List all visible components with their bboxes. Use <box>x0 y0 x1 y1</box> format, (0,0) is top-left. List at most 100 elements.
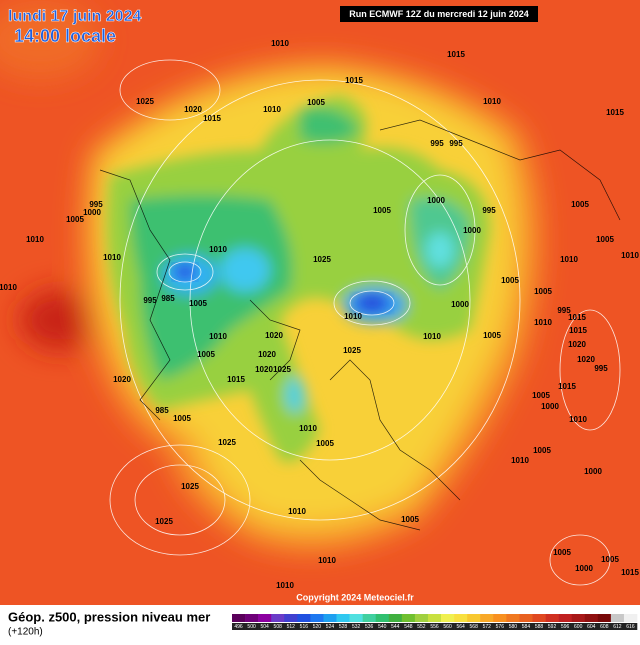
isobar-label: 1005 <box>533 446 551 455</box>
label-box <box>506 623 520 630</box>
label-box <box>610 623 625 630</box>
label-box <box>427 623 442 630</box>
color-swatch <box>401 614 416 622</box>
color-swatch <box>362 614 377 622</box>
isobar-label: 1005 <box>534 287 552 296</box>
isobar-label: 1010 <box>209 332 227 341</box>
scale-label: 596 <box>561 624 570 630</box>
isobar-label: 1010 <box>26 235 44 244</box>
scale-label: 592 <box>548 624 557 630</box>
label-box <box>493 623 507 630</box>
isobar-label: 1010 <box>271 39 289 48</box>
label-box <box>532 623 546 630</box>
footer-lead: (+120h) <box>8 627 43 638</box>
isobar-label: 1005 <box>373 206 391 215</box>
isobar-label: 1010 <box>560 255 578 264</box>
scale-label: 600 <box>574 624 583 630</box>
label-box <box>480 623 494 630</box>
label-box <box>362 623 377 630</box>
scale-label: 552 <box>417 624 426 630</box>
label-box <box>297 623 311 630</box>
isobar-label: 1025 <box>155 517 173 526</box>
isobar-label: 1020 <box>568 340 586 349</box>
scale-label: 556 <box>430 624 439 630</box>
isobar-label: 1000 <box>541 402 559 411</box>
scale-label: 608 <box>600 624 609 630</box>
scale-label: 496 <box>234 624 243 630</box>
scale-label: 564 <box>456 624 465 630</box>
label-box <box>245 623 259 630</box>
isobar-label: 995 <box>430 139 444 148</box>
color-swatch <box>454 614 468 622</box>
scale-label: 524 <box>326 624 335 630</box>
color-swatch <box>558 614 572 622</box>
scale-label: 584 <box>522 624 531 630</box>
scale-label: 580 <box>509 624 518 630</box>
isobar-label: 1025 <box>313 255 331 264</box>
isobar-label: 1015 <box>568 313 586 322</box>
label-box <box>388 623 403 630</box>
isobar-label: 1015 <box>345 76 363 85</box>
run-box <box>340 6 538 22</box>
scale-label: 512 <box>287 624 296 630</box>
label-box <box>258 623 272 630</box>
time: 14:00 locale <box>14 26 116 46</box>
scale-label: 500 <box>247 624 256 630</box>
date: lundi 17 juin 2024 <box>8 8 141 25</box>
color-swatch <box>467 614 481 622</box>
isobar-label: 1015 <box>447 50 465 59</box>
isobar-label: 995 <box>557 306 571 315</box>
isobar-label: 1005 <box>66 215 84 224</box>
isobar-label: 1015 <box>203 114 221 123</box>
color-swatch <box>571 614 586 622</box>
isobar-label: 1005 <box>173 414 191 423</box>
scale-label: 568 <box>470 624 479 630</box>
scale-label: 572 <box>483 624 492 630</box>
isobar-label: 1025 <box>181 482 199 491</box>
isobar-label: 1000 <box>584 467 602 476</box>
isobar-label: 1000 <box>451 300 469 309</box>
isobar-label: 1010 <box>103 253 121 262</box>
scale-label: 560 <box>443 624 452 630</box>
isobar-label: 1015 <box>621 568 639 577</box>
isobar-label: 1005 <box>483 331 501 340</box>
isobar-label: 1010 <box>276 581 294 590</box>
isobar-label: 1010 <box>288 507 306 516</box>
label-box <box>584 623 599 630</box>
isobar-label: 1015 <box>569 326 587 335</box>
footer-title: Géop. z500, pression niveau mer <box>8 609 210 624</box>
isobar-label: 1025 <box>136 97 154 106</box>
isobar-label: 1010 <box>299 424 317 433</box>
scale-label: 616 <box>626 624 635 630</box>
color-swatch <box>519 614 533 622</box>
isobar-label: 985 <box>161 294 175 303</box>
isobar-label: 1005 <box>501 276 519 285</box>
isobar-label: 1000 <box>83 208 101 217</box>
isobar-label: 1015 <box>227 375 245 384</box>
color-swatch <box>284 614 298 622</box>
scale-label: 516 <box>300 624 309 630</box>
color-swatch <box>388 614 403 622</box>
isobar-label: 995 <box>89 200 103 209</box>
isobar-label: 1005 <box>197 350 215 359</box>
isobar-label: 995 <box>449 139 463 148</box>
label-box <box>401 623 416 630</box>
label-box <box>467 623 481 630</box>
color-swatch <box>258 614 272 622</box>
color-swatch <box>375 614 390 622</box>
scale-label: 576 <box>496 624 505 630</box>
color-swatch <box>506 614 520 622</box>
color-swatch <box>414 614 429 622</box>
isobar-label: 1010 <box>569 415 587 424</box>
scale-label: 612 <box>613 624 622 630</box>
isobar-label: 1020 <box>577 355 595 364</box>
label-box <box>310 623 324 630</box>
label-box <box>597 623 612 630</box>
copyright: Copyright 2024 Meteociel.fr <box>296 592 414 602</box>
map <box>0 0 640 605</box>
isobar-label: 995 <box>594 364 608 373</box>
scale-label: 528 <box>339 624 348 630</box>
label-box <box>545 623 559 630</box>
isobar-label: 1005 <box>401 515 419 524</box>
isobar-label: 995 <box>482 206 496 215</box>
